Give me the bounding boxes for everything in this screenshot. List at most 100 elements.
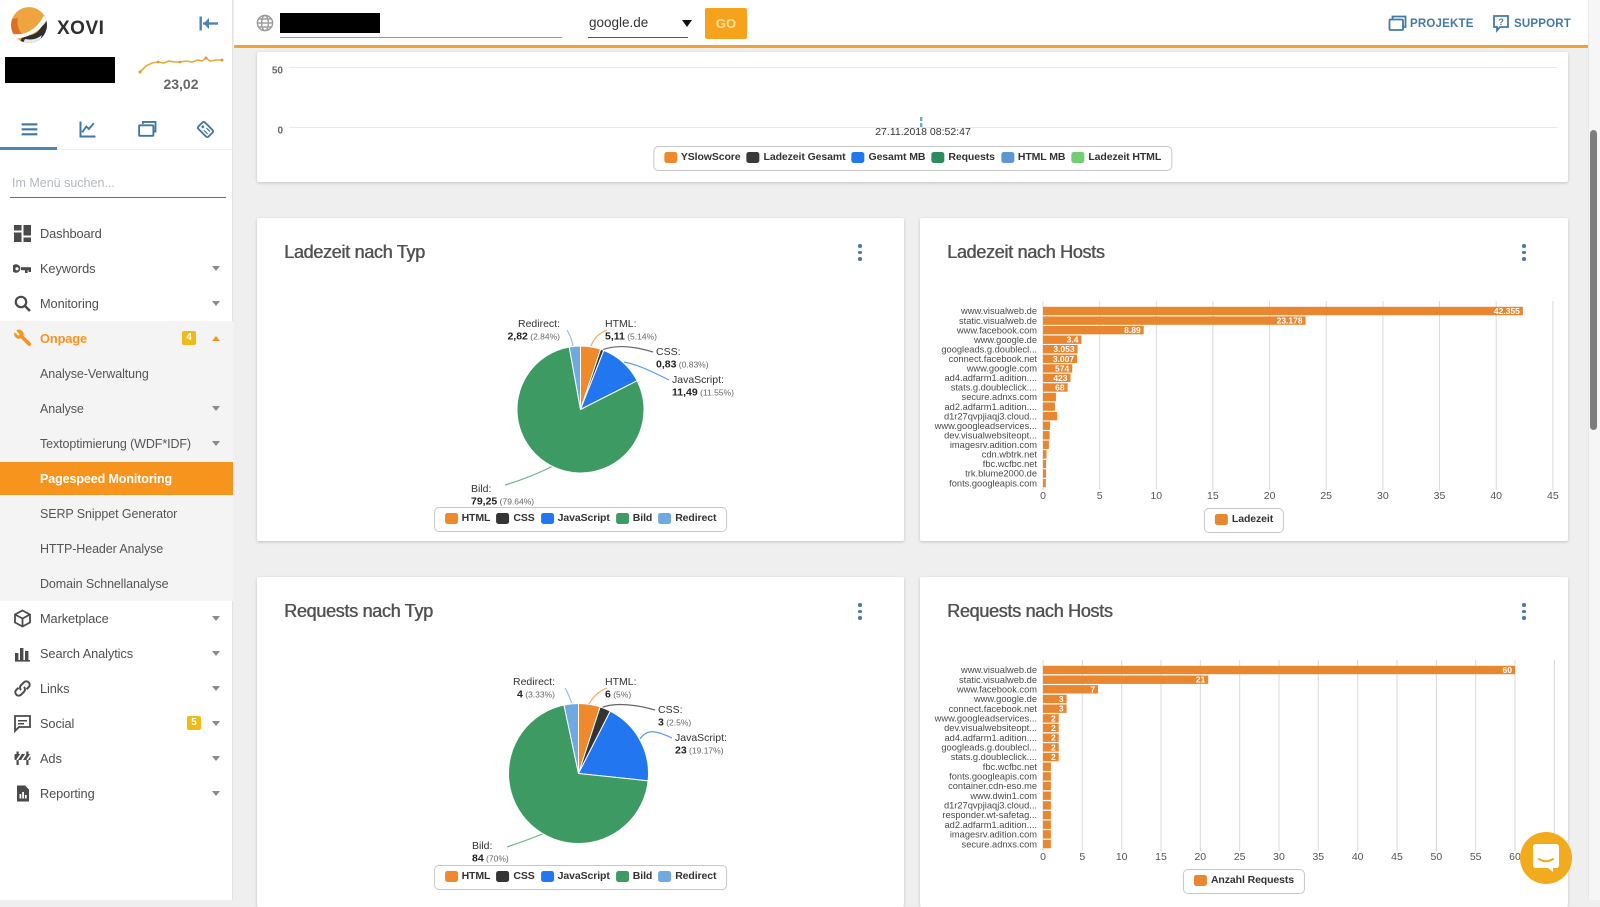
svg-text:2: 2 <box>1051 723 1056 733</box>
svg-text:30: 30 <box>1377 490 1389 502</box>
svg-text:www.visualweb.de: www.visualweb.de <box>960 306 1037 316</box>
svg-text:27.11.2018 08:52:47: 27.11.2018 08:52:47 <box>875 126 971 138</box>
svg-text:0,83 (0.83%): 0,83 (0.83%) <box>656 359 709 371</box>
svg-text:6 (5%): 6 (5%) <box>605 689 631 701</box>
svg-text:40: 40 <box>1352 851 1364 863</box>
svg-text:3.4: 3.4 <box>1067 335 1079 345</box>
svg-text:CSS:: CSS: <box>656 346 681 358</box>
svg-text:www.google.com: www.google.com <box>966 364 1038 374</box>
svg-text:?: ? <box>1498 17 1504 28</box>
svg-text:2: 2 <box>1051 713 1056 723</box>
svg-text:fbc.wcfbc.net: fbc.wcfbc.net <box>983 459 1038 469</box>
svg-text:stats.g.doubleclick....: stats.g.doubleclick.... <box>951 383 1037 393</box>
svg-text:www.dwin1.com: www.dwin1.com <box>969 791 1037 801</box>
svg-text:dev.visualwebsiteopt...: dev.visualwebsiteopt... <box>944 723 1037 733</box>
svg-text:11,49 (11.55%): 11,49 (11.55%) <box>672 387 734 399</box>
svg-text:3 (2.5%): 3 (2.5%) <box>658 717 691 729</box>
svg-text:79,25 (79.64%): 79,25 (79.64%) <box>471 496 534 508</box>
svg-text:30: 30 <box>1273 851 1285 863</box>
svg-text:cdn.wbtrk.net: cdn.wbtrk.net <box>982 450 1038 460</box>
svg-text:55: 55 <box>1470 851 1482 863</box>
svg-text:HTML:: HTML: <box>605 676 637 688</box>
svg-text:60: 60 <box>1509 851 1521 863</box>
svg-text:fbc.wcfbc.net: fbc.wcfbc.net <box>983 762 1038 772</box>
svg-text:ad4.adfarm1.adition....: ad4.adfarm1.adition.... <box>944 733 1037 743</box>
svg-text:5,11 (5.14%): 5,11 (5.14%) <box>605 331 657 343</box>
svg-text:googleads.g.doublecl...: googleads.g.doublecl... <box>941 344 1037 354</box>
svg-text:23 (19.17%): 23 (19.17%) <box>675 745 724 757</box>
svg-text:15: 15 <box>1207 490 1219 502</box>
svg-text:googleads.g.doublecl...: googleads.g.doublecl... <box>941 743 1037 753</box>
svg-text:www.google.de: www.google.de <box>973 694 1037 704</box>
svg-text:www.facebook.com: www.facebook.com <box>956 325 1037 335</box>
svg-text:connect.facebook.net: connect.facebook.net <box>949 354 1038 364</box>
svg-text:25: 25 <box>1320 490 1332 502</box>
svg-text:www.google.de: www.google.de <box>973 335 1037 345</box>
svg-text:static.visualweb.de: static.visualweb.de <box>959 675 1037 685</box>
svg-text:10: 10 <box>1150 490 1162 502</box>
svg-text:574: 574 <box>1055 363 1069 373</box>
svg-text:secure.adnxs.com: secure.adnxs.com <box>962 839 1038 849</box>
svg-text:Redirect:: Redirect: <box>513 676 555 688</box>
svg-text:42.355: 42.355 <box>1494 306 1520 316</box>
svg-text:20: 20 <box>1264 490 1276 502</box>
svg-text:35: 35 <box>1312 851 1324 863</box>
svg-text:2: 2 <box>1051 742 1056 752</box>
svg-text:0: 0 <box>1040 851 1046 863</box>
svg-text:d1r27qvpjiaqj3.cloud...: d1r27qvpjiaqj3.cloud... <box>944 801 1037 811</box>
svg-text:ad2.adfarm1.adition....: ad2.adfarm1.adition.... <box>944 820 1037 830</box>
svg-text:dev.visualwebsiteopt...: dev.visualwebsiteopt... <box>944 431 1037 441</box>
svg-text:www.facebook.com: www.facebook.com <box>956 685 1037 695</box>
svg-text:imagesrv.adition.com: imagesrv.adition.com <box>950 830 1037 840</box>
svg-text:Bild:: Bild: <box>472 840 492 852</box>
svg-text:3.053: 3.053 <box>1053 344 1075 354</box>
svg-text:stats.g.doubleclick....: stats.g.doubleclick.... <box>951 752 1037 762</box>
svg-text:container.cdn-eso.me: container.cdn-eso.me <box>948 781 1037 791</box>
svg-text:0: 0 <box>277 126 283 137</box>
svg-text:40: 40 <box>1490 490 1502 502</box>
svg-text:5: 5 <box>1079 851 1085 863</box>
svg-text:fonts.googleapis.com: fonts.googleapis.com <box>949 772 1037 782</box>
svg-text:ad4.adfarm1.adition....: ad4.adfarm1.adition.... <box>944 373 1037 383</box>
svg-text:www.googleadservices...: www.googleadservices... <box>934 421 1037 431</box>
svg-text:4 (3.33%): 4 (3.33%) <box>517 689 555 701</box>
svg-text:10: 10 <box>1116 851 1128 863</box>
svg-text:68: 68 <box>1055 383 1065 393</box>
svg-text:fonts.googleapis.com: fonts.googleapis.com <box>949 478 1037 488</box>
svg-text:secure.adnxs.com: secure.adnxs.com <box>962 392 1038 402</box>
svg-text:7: 7 <box>1090 684 1095 694</box>
svg-text:84 (70%): 84 (70%) <box>472 853 509 865</box>
svg-text:35: 35 <box>1434 490 1446 502</box>
svg-text:HTML:: HTML: <box>605 318 637 330</box>
svg-text:21: 21 <box>1196 675 1206 685</box>
svg-text:Redirect:: Redirect: <box>518 318 560 330</box>
svg-text:25: 25 <box>1234 851 1246 863</box>
svg-text:8.89: 8.89 <box>1124 325 1141 335</box>
svg-text:JavaScript:: JavaScript: <box>675 732 727 744</box>
svg-text:45: 45 <box>1391 851 1403 863</box>
svg-text:15: 15 <box>1155 851 1167 863</box>
svg-text:trk.blume2000.de: trk.blume2000.de <box>965 469 1037 479</box>
svg-text:50: 50 <box>1431 851 1443 863</box>
svg-text:50: 50 <box>272 66 284 77</box>
svg-text:2: 2 <box>1051 733 1056 743</box>
svg-text:423: 423 <box>1053 373 1067 383</box>
svg-text:static.visualweb.de: static.visualweb.de <box>959 316 1037 326</box>
svg-text:connect.facebook.net: connect.facebook.net <box>949 704 1038 714</box>
svg-text:ad2.adfarm1.adition....: ad2.adfarm1.adition.... <box>944 402 1037 412</box>
svg-text:0: 0 <box>1040 490 1046 502</box>
svg-text:d1r27qvpjiaqj3.cloud...: d1r27qvpjiaqj3.cloud... <box>944 411 1037 421</box>
svg-text:45: 45 <box>1547 490 1559 502</box>
svg-text:www.googleadservices...: www.googleadservices... <box>934 714 1037 724</box>
svg-text:imagesrv.adition.com: imagesrv.adition.com <box>950 440 1037 450</box>
svg-text:JavaScript:: JavaScript: <box>672 374 724 386</box>
svg-text:responder.wt-safetag...: responder.wt-safetag... <box>942 810 1037 820</box>
svg-text:Bild:: Bild: <box>471 483 491 495</box>
svg-text:3: 3 <box>1059 704 1064 714</box>
svg-text:23.178: 23.178 <box>1277 316 1303 326</box>
svg-text:www.visualweb.de: www.visualweb.de <box>960 665 1037 675</box>
svg-text:2: 2 <box>1051 752 1056 762</box>
svg-text:20: 20 <box>1194 851 1206 863</box>
svg-text:3.007: 3.007 <box>1053 354 1075 364</box>
svg-text:3: 3 <box>1059 694 1064 704</box>
